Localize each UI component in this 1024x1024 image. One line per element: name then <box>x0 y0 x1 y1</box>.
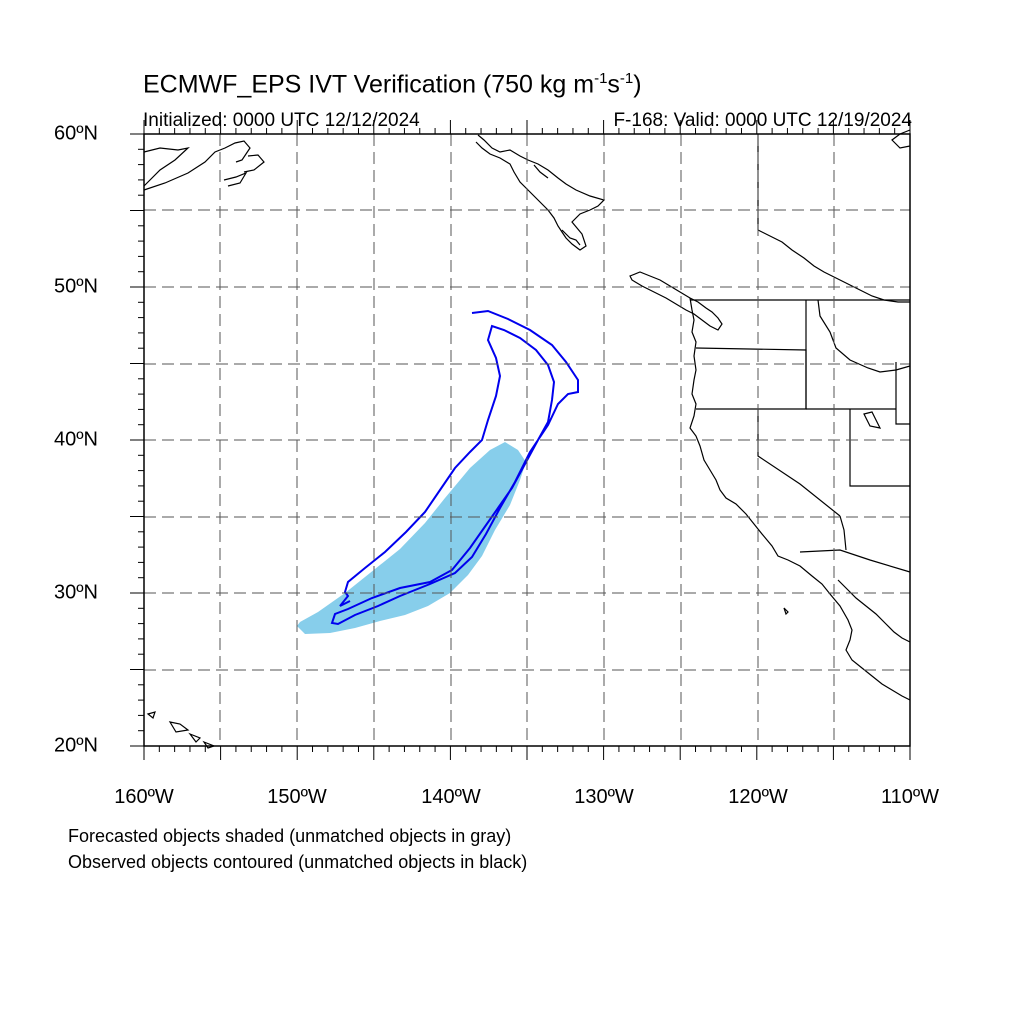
axis-ticks <box>130 120 911 760</box>
observed-note: Observed objects contoured (unmatched ob… <box>68 852 528 872</box>
lon-label-160w: 160ºW <box>114 786 174 808</box>
chart-title: ECMWF_EPS IVT Verification (750 kg m-1s-… <box>143 70 642 99</box>
lat-label-50n: 50ºN <box>54 275 98 298</box>
forecast-note: Forecasted objects shaded (unmatched obj… <box>68 826 512 846</box>
forecast-object <box>297 442 526 634</box>
lat-label-60n: 60ºN <box>54 122 98 145</box>
graticule <box>144 134 910 746</box>
lat-label-30n: 30ºN <box>54 581 98 604</box>
lon-label-130w: 130ºW <box>574 786 634 808</box>
observed-object-contour <box>330 309 579 626</box>
coastlines <box>143 129 911 749</box>
lon-label-140w: 140ºW <box>421 786 481 808</box>
lat-label-40n: 40ºN <box>54 428 98 451</box>
lon-label-120w: 120ºW <box>728 786 788 808</box>
lon-label-150w: 150ºW <box>267 786 327 808</box>
initialized-label: Initialized: 0000 UTC 12/12/2024 <box>143 110 420 131</box>
lat-label-20n: 20ºN <box>54 734 98 757</box>
valid-time-label: F-168: Valid: 0000 UTC 12/19/2024 <box>613 110 912 131</box>
lon-label-110w: 110ºW <box>880 786 940 808</box>
